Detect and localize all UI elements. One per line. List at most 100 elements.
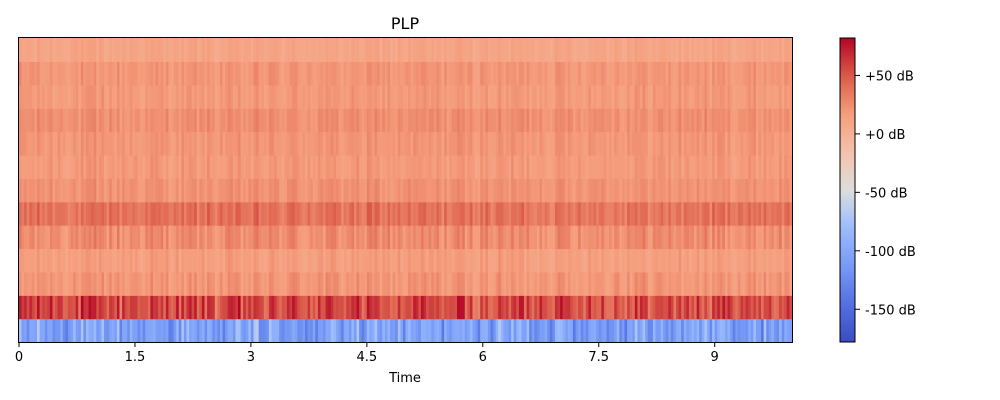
heatmap-cell <box>395 108 399 133</box>
heatmap-cell <box>500 84 505 109</box>
heatmap-cell <box>155 201 159 226</box>
heatmap-cell <box>384 178 389 203</box>
heatmap-cell <box>328 38 332 62</box>
heatmap-cell <box>302 131 306 156</box>
heatmap-cell <box>140 178 144 203</box>
heatmap-cell <box>129 225 133 250</box>
heatmap-cell <box>539 225 543 250</box>
heatmap-cell <box>624 154 628 179</box>
heatmap-cell <box>743 108 747 133</box>
heatmap-cell <box>603 318 608 343</box>
heatmap-cell <box>529 295 533 320</box>
heatmap-cell <box>400 248 404 273</box>
heatmap-cell <box>531 295 535 320</box>
heatmap-cell <box>26 178 30 203</box>
heatmap-cell <box>665 131 669 156</box>
heatmap-cell <box>542 201 546 226</box>
heatmap-cell <box>454 248 458 273</box>
heatmap-cell <box>114 225 118 250</box>
heatmap-cell <box>325 108 329 133</box>
heatmap-cell <box>691 108 695 133</box>
heatmap-cell <box>52 131 56 156</box>
heatmap-cell <box>575 225 579 250</box>
heatmap-cell <box>390 154 394 179</box>
heatmap-cell <box>392 318 396 343</box>
heatmap-cell <box>761 248 765 273</box>
heatmap-cell <box>763 178 767 203</box>
heatmap-cell <box>773 248 778 273</box>
heatmap-cell <box>240 38 244 62</box>
heatmap-cell <box>688 295 693 320</box>
heatmap-cell <box>737 248 742 273</box>
heatmap-cell <box>297 38 301 62</box>
heatmap-cell <box>606 38 610 62</box>
heatmap-cell <box>250 154 255 179</box>
heatmap-cell <box>289 318 293 343</box>
heatmap-cell <box>245 38 249 62</box>
heatmap-cell <box>462 248 466 273</box>
heatmap-cell <box>655 131 659 156</box>
heatmap-cell <box>96 154 100 179</box>
heatmap-cell <box>351 295 355 320</box>
heatmap-cell <box>701 178 705 203</box>
heatmap-cell <box>554 178 559 203</box>
heatmap-cell <box>222 318 226 343</box>
heatmap-cell <box>227 38 231 62</box>
heatmap-cell <box>639 38 644 62</box>
heatmap-cell <box>524 131 528 156</box>
heatmap-cell <box>359 248 363 273</box>
heatmap-cell <box>194 84 198 109</box>
heatmap-cell <box>660 271 664 296</box>
heatmap-cell <box>415 108 419 133</box>
heatmap-cell <box>356 61 360 86</box>
heatmap-cell <box>173 201 177 226</box>
heatmap-cell <box>518 225 523 250</box>
heatmap-cell <box>748 178 752 203</box>
heatmap-cell <box>37 61 41 86</box>
heatmap-cell <box>410 84 414 109</box>
heatmap-cell <box>714 248 718 273</box>
heatmap-cell <box>168 201 172 226</box>
heatmap-cell <box>562 61 566 86</box>
heatmap-cell <box>531 271 535 296</box>
heatmap-cell <box>714 61 718 86</box>
x-tick-label: 3 <box>247 350 255 365</box>
heatmap-cell <box>261 38 265 62</box>
heatmap-cell <box>109 131 113 156</box>
heatmap-cell <box>621 84 626 109</box>
heatmap-cell <box>758 131 762 156</box>
heatmap-cell <box>286 225 291 250</box>
heatmap-cell <box>773 154 778 179</box>
heatmap-cell <box>261 154 265 179</box>
heatmap-cell <box>88 131 92 156</box>
heatmap-cell <box>408 154 412 179</box>
heatmap-cell <box>449 201 453 226</box>
heatmap-cell <box>585 248 590 273</box>
heatmap-cell <box>111 84 115 109</box>
heatmap-cell <box>634 248 638 273</box>
heatmap-cell <box>467 154 471 179</box>
heatmap-cell <box>382 108 386 133</box>
heatmap-cell <box>132 61 136 86</box>
heatmap-cell <box>310 154 314 179</box>
heatmap-cell <box>544 271 548 296</box>
heatmap-cell <box>776 318 780 343</box>
heatmap-cell <box>297 318 301 343</box>
heatmap-cell <box>26 318 30 343</box>
heatmap-cell <box>243 38 247 62</box>
heatmap-cell <box>248 61 252 86</box>
heatmap-cell <box>490 108 494 133</box>
heatmap-cell <box>263 38 267 62</box>
heatmap-cell <box>150 131 154 156</box>
heatmap-cell <box>686 108 690 133</box>
heatmap-cell <box>284 271 288 296</box>
heatmap-cell <box>536 84 541 109</box>
heatmap-cell <box>320 248 324 273</box>
heatmap-cell <box>725 154 729 179</box>
heatmap-cell <box>529 318 533 343</box>
heatmap-cell <box>727 295 731 320</box>
heatmap-cell <box>134 271 139 296</box>
heatmap-cell <box>49 318 54 343</box>
heatmap-cell <box>740 295 744 320</box>
heatmap-cell <box>585 84 590 109</box>
